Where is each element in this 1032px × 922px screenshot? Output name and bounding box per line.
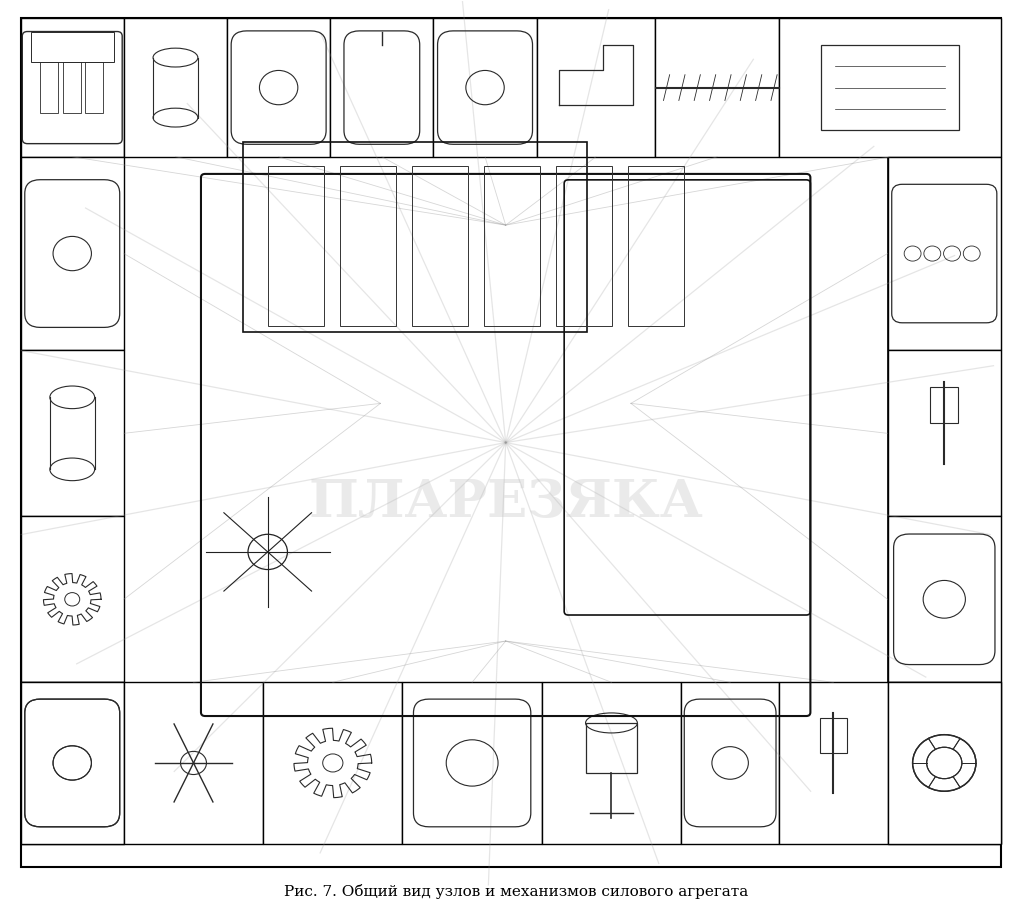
- Text: ПЛАРЕЗЯКА: ПЛАРЕЗЯКА: [309, 477, 703, 528]
- Bar: [63, 62, 80, 113]
- Bar: [888, 157, 1001, 350]
- Bar: [21, 18, 124, 157]
- Bar: [402, 682, 542, 844]
- Bar: [124, 18, 227, 157]
- Bar: [21, 682, 124, 844]
- Bar: [537, 18, 655, 157]
- Bar: [888, 682, 1001, 844]
- Bar: [21, 157, 124, 350]
- Bar: [412, 166, 469, 326]
- Bar: [819, 718, 847, 753]
- Bar: [21, 682, 124, 844]
- Bar: [681, 682, 779, 844]
- Bar: [556, 166, 612, 326]
- Bar: [888, 516, 1001, 682]
- Bar: [585, 723, 638, 773]
- Bar: [888, 682, 1001, 844]
- Bar: [627, 166, 684, 326]
- Bar: [433, 18, 537, 157]
- Bar: [484, 166, 540, 326]
- Bar: [124, 18, 888, 844]
- Bar: [330, 18, 433, 157]
- Bar: [21, 350, 124, 516]
- Bar: [85, 62, 103, 113]
- Bar: [340, 166, 396, 326]
- Bar: [267, 166, 324, 326]
- Bar: [21, 516, 124, 682]
- Text: Рис. 7. Общий вид узлов и механизмов силового агрегата: Рис. 7. Общий вид узлов и механизмов сил…: [284, 884, 748, 899]
- Bar: [930, 387, 959, 423]
- Bar: [124, 682, 263, 844]
- Bar: [40, 62, 58, 113]
- Bar: [779, 682, 888, 844]
- Bar: [263, 682, 402, 844]
- Bar: [243, 142, 587, 332]
- Bar: [227, 18, 330, 157]
- Bar: [888, 350, 1001, 516]
- Bar: [31, 32, 114, 62]
- Bar: [779, 18, 1001, 157]
- Bar: [542, 682, 681, 844]
- Bar: [655, 18, 779, 157]
- Bar: [821, 44, 959, 130]
